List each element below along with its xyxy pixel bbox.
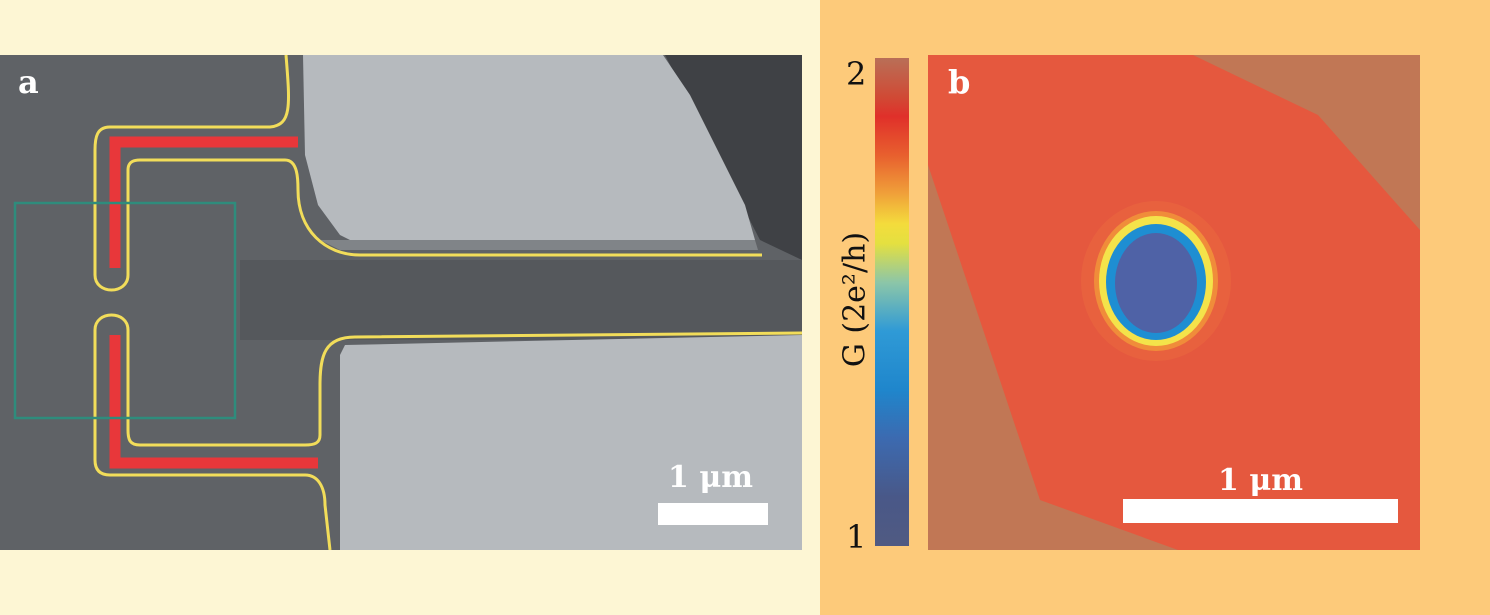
panel-b-letter: b [948, 63, 971, 101]
colorbar-tick-max: 2 [846, 55, 867, 93]
lower-depleted-region [109, 335, 318, 469]
panel-a-scale-label: 1 μm [668, 460, 754, 495]
upper-gate-outline [93, 55, 762, 292]
panel-b-scale-bar [1123, 499, 1398, 523]
scan-window [13, 201, 237, 420]
panel-a-drawing [0, 55, 802, 550]
panel-a-letter: a [18, 63, 39, 101]
panel-b-conductance-map: b 1 μm [928, 55, 1420, 550]
upper-electrode [303, 55, 755, 250]
depletion-center [1115, 233, 1197, 333]
upper-depleted-region [109, 136, 298, 268]
colorbar-tick-min: 1 [846, 518, 867, 556]
conductance-colorbar [875, 58, 909, 546]
colorbar-label: G (2e²/h) [837, 231, 873, 368]
panel-a-scale-bar [658, 503, 768, 525]
lower-gate-outline [93, 313, 802, 550]
panel-a-micrograph: a 1 μm [0, 55, 802, 550]
dark-corner [665, 55, 802, 260]
panel-b-drawing [928, 55, 1420, 550]
lower-electrode [340, 335, 802, 550]
channel-region [240, 260, 802, 340]
upper-electrode-edge [320, 240, 758, 250]
panel-b-scale-label: 1 μm [1218, 463, 1304, 498]
